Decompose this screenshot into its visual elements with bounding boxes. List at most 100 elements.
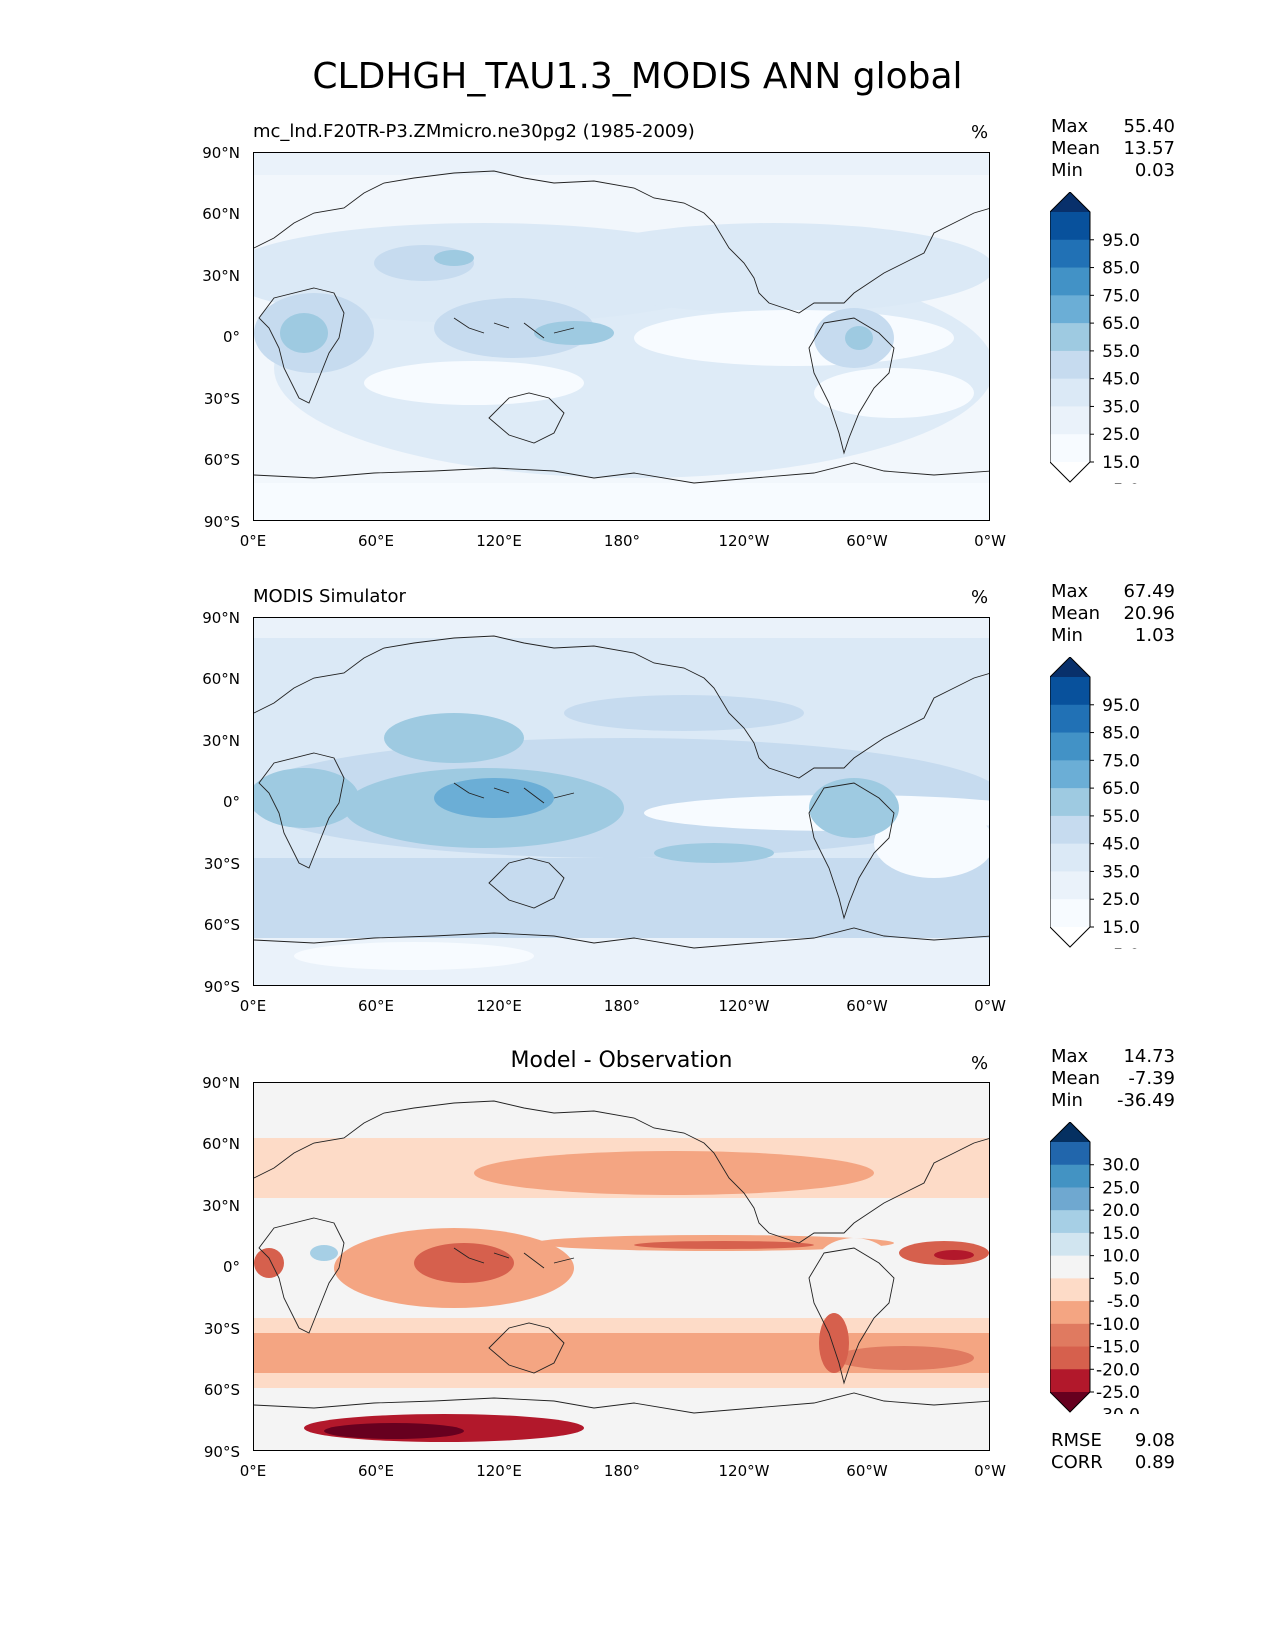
panel2-mean-value: 20.96 (1123, 603, 1175, 624)
panel3-mean-label: Mean (1051, 1068, 1101, 1089)
panel3-lon-tick: 120°E (476, 1462, 522, 1480)
colorbar-segment (1050, 760, 1090, 789)
panel3-corr-label: CORR (1051, 1452, 1103, 1473)
panel3-lon-tick: 120°W (718, 1462, 770, 1480)
colorbar-tick-label: 65.0 (1102, 779, 1140, 799)
colorbar-cap-top (1050, 192, 1090, 212)
panel2-lat-tick: 30°N (202, 732, 240, 750)
colorbar-segment (1050, 677, 1090, 706)
colorbar-tick-label: 25.0 (1102, 1178, 1140, 1198)
panel2-lat-tick: 90°S (203, 978, 240, 996)
panel3-lat-tick: 30°S (203, 1320, 240, 1338)
colorbar-svg: 95.0 85.0 75.0 65.0 55.0 45.0 35.0 25.0 15.0 5.0 (1049, 191, 1140, 501)
colorbar-tick-label: 35.0 (1102, 397, 1140, 417)
panel2-max-label: Max (1051, 581, 1089, 602)
colorbar-segment (1050, 406, 1090, 435)
panel1-lat-tick: 60°N (202, 205, 240, 223)
panel1-lon-tick: 0°E (239, 532, 267, 550)
panel3-rmse-value: 9.08 (1134, 1430, 1175, 1451)
panel1-lon-tick: 60°W (846, 532, 888, 550)
panel2-colorbar: 95.0 85.0 75.0 65.0 55.0 45.0 35.0 25.0 15.0 5.0 (1049, 656, 1170, 966)
panel2-unit: % (971, 587, 989, 608)
panel3-min-value: -36.49 (1116, 1090, 1175, 1111)
panel3-rmse-label: RMSE (1051, 1430, 1102, 1451)
panel1-lat-tick: 60°S (203, 451, 240, 469)
colorbar-tick-label: 55.0 (1102, 807, 1140, 827)
panel2-lon-tick: 120°W (718, 997, 770, 1015)
colorbar-segment (1050, 350, 1090, 380)
colorbar-cap-bottom (1050, 462, 1090, 482)
panel1-lat-tick: 90°S (203, 513, 240, 531)
panel2-lon-tick: 0°W (974, 997, 1006, 1015)
colorbar-tick-label: 85.0 (1102, 259, 1140, 279)
colorbar-tick-label: 75.0 (1102, 286, 1140, 306)
panel3-lat-tick: 30°N (202, 1197, 240, 1215)
panel2-lat-tick: 60°S (203, 916, 240, 934)
panel2-lat-tick: 60°N (202, 670, 240, 688)
colorbar-tick-label: -20.0 (1096, 1360, 1140, 1380)
panel2-title: MODIS Simulator (253, 586, 406, 607)
colorbar-segment (1050, 1142, 1090, 1166)
colorbar-segment (1050, 1346, 1090, 1370)
panel3-lat-tick: 60°S (203, 1381, 240, 1399)
colorbar-segment (1050, 378, 1090, 407)
panel3-title: Model - Observation (510, 1048, 733, 1073)
colorbar-segment (1050, 1255, 1090, 1279)
panel3-lat-tick: 60°N (202, 1135, 240, 1153)
colorbar-tick-label: 5.0 (1113, 1269, 1140, 1289)
colorbar-cap-bottom (1050, 927, 1090, 947)
panel3-unit: % (971, 1053, 989, 1074)
panel2-mean-label: Mean (1051, 603, 1101, 624)
panel1-lon-tick: 60°E (357, 532, 395, 550)
panel2-min-label: Min (1051, 625, 1083, 646)
colorbar-segment (1050, 1232, 1090, 1257)
colorbar-segment (1050, 212, 1090, 241)
colorbar-tick-label: 65.0 (1102, 314, 1140, 334)
colorbar-cap-top (1050, 657, 1090, 677)
colorbar-cap-top (1050, 1122, 1090, 1142)
panel1-lat-tick: 0° (222, 328, 240, 346)
colorbar-tick-label: 15.0 (1102, 918, 1140, 938)
panel3-lon-tick: 180° (603, 1462, 641, 1480)
panel3-colorbar: 30.0 25.0 20.0 15.0 10.0 5.0 -5.0 -10.0 -15.0 -20… (1049, 1121, 1170, 1426)
colorbar-segment (1050, 843, 1090, 872)
panel3-map (253, 1082, 990, 1451)
colorbar-segment (1050, 1164, 1090, 1188)
colorbar-tick-label: 75.0 (1102, 751, 1140, 771)
colorbar-tick-label: 30.0 (1102, 1156, 1140, 1176)
colorbar-tick-label: 45.0 (1102, 370, 1140, 390)
panel3-lon-tick: 0°W (974, 1462, 1006, 1480)
panel3-max-value: 14.73 (1123, 1046, 1175, 1067)
colorbar-segment (1050, 788, 1090, 817)
panel1-lon-tick: 0°W (974, 532, 1006, 550)
colorbar-tick-label: 25.0 (1102, 890, 1140, 910)
colorbar-tick-label: 10.0 (1102, 1247, 1140, 1267)
colorbar-cap-bottom (1050, 1392, 1090, 1412)
colorbar-segment (1050, 1187, 1090, 1211)
colorbar-segment (1050, 1278, 1090, 1302)
colorbar-tick-label: 95.0 (1102, 696, 1140, 716)
colorbar-segment (1050, 871, 1090, 900)
colorbar-tick-label: 55.0 (1102, 342, 1140, 362)
colorbar-segment (1050, 267, 1090, 296)
panel1-lon-tick: 120°E (476, 532, 522, 550)
panel1-map (253, 152, 990, 521)
colorbar-segment (1050, 434, 1090, 463)
panel1-min-label: Min (1051, 160, 1083, 181)
colorbar-tick-label: 25.0 (1102, 425, 1140, 445)
panel3-max-label: Max (1051, 1046, 1089, 1067)
colorbar-tick-label: -5.0 (1107, 1292, 1140, 1312)
colorbar-segment (1050, 323, 1090, 352)
panel1-unit: % (971, 122, 989, 143)
panel2-lat-tick: 90°N (202, 609, 240, 627)
colorbar-tick-label: 85.0 (1102, 724, 1140, 744)
panel1-lon-tick: 180° (603, 532, 641, 550)
panel1-max-label: Max (1051, 116, 1089, 137)
colorbar-tick-label: 35.0 (1102, 862, 1140, 882)
colorbar-tick-label: -30.0 (1096, 1406, 1140, 1414)
panel3-corr-value: 0.89 (1134, 1452, 1175, 1473)
colorbar-tick-label: 5.0 (1113, 481, 1140, 484)
panel2-lat-tick: 0° (222, 793, 240, 811)
colorbar-tick-label: 15.0 (1102, 1224, 1140, 1244)
panel2-lon-tick: 0°E (239, 997, 267, 1015)
